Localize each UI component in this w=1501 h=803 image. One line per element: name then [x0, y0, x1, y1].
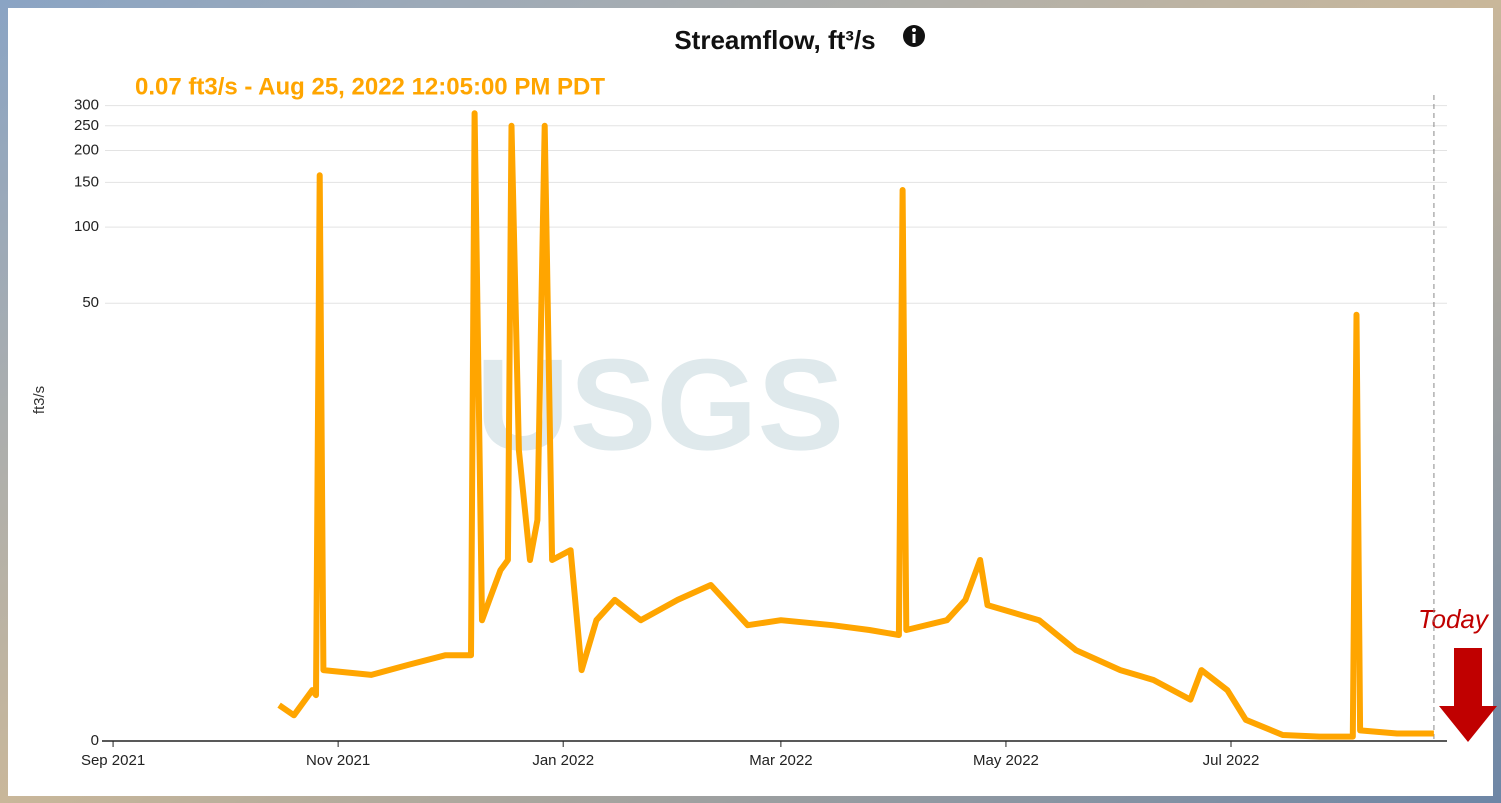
- info-icon: [903, 25, 925, 47]
- today-arrow: [1439, 648, 1497, 742]
- chart-title: Streamflow, ft³/s: [674, 25, 875, 55]
- today-annotation: Today: [1418, 604, 1490, 634]
- y-tick-label: 100: [74, 218, 99, 235]
- panel: [8, 8, 1493, 796]
- streamflow-line: [277, 110, 1434, 740]
- x-tick-label: Sep 2021: [81, 752, 145, 769]
- y-tick-label: 0: [91, 732, 99, 749]
- x-tick-label: Mar 2022: [749, 752, 812, 769]
- y-tick-label: 150: [74, 173, 99, 190]
- x-tick-label: Nov 2021: [306, 752, 370, 769]
- y-tick-label: 250: [74, 117, 99, 134]
- y-tick-label: 50: [82, 294, 99, 311]
- y-axis-label: ft3/s: [31, 386, 48, 414]
- subtitle: 0.07 ft3/s - Aug 25, 2022 12:05:00 PM PD…: [135, 73, 605, 100]
- x-tick-label: May 2022: [973, 752, 1039, 769]
- watermark: USGS: [476, 331, 844, 477]
- x-tick-label: Jul 2022: [1203, 752, 1260, 769]
- y-tick-label: 300: [74, 97, 99, 114]
- x-tick-label: Jan 2022: [532, 752, 594, 769]
- y-tick-label: 200: [74, 142, 99, 159]
